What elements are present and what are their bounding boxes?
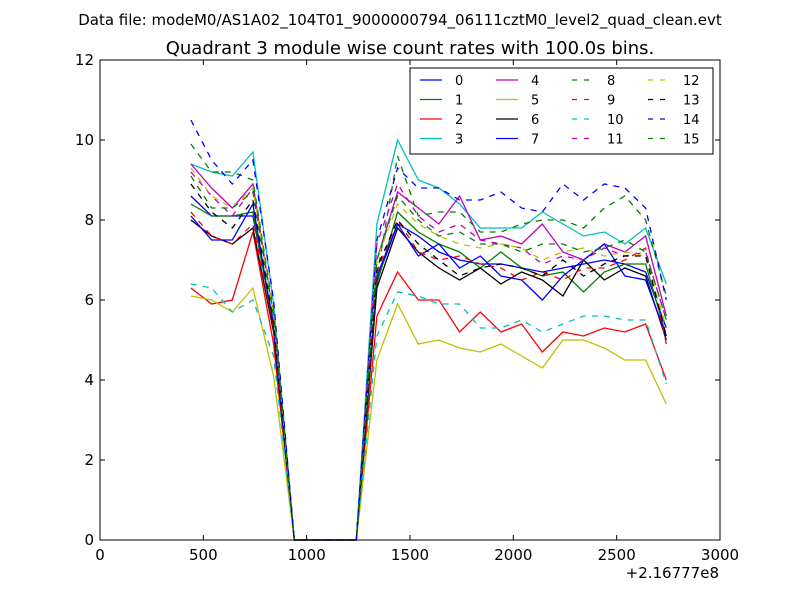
series-line-1 <box>190 203 667 541</box>
x-tick-label: 1500 <box>391 546 429 564</box>
legend-label-13: 13 <box>683 94 700 109</box>
y-tick-label: 8 <box>84 211 94 229</box>
x-tick-label: 2000 <box>494 546 532 564</box>
series-line-8 <box>190 143 667 541</box>
x-tick-label: 2500 <box>598 546 636 564</box>
legend-label-11: 11 <box>607 133 624 148</box>
legend-label-3: 3 <box>455 133 463 148</box>
legend-label-0: 0 <box>455 74 463 89</box>
y-tick-label: 12 <box>75 51 94 69</box>
series-line-7 <box>190 202 667 541</box>
chart-title: Quadrant 3 module wise count rates with … <box>166 38 655 59</box>
y-tick-label: 10 <box>75 131 94 149</box>
x-tick-label: 0 <box>95 546 105 564</box>
legend-label-15: 15 <box>683 133 700 148</box>
legend-label-10: 10 <box>607 113 624 128</box>
y-tick-label: 4 <box>84 371 94 389</box>
legend-label-2: 2 <box>455 113 463 128</box>
x-tick-label: 3000 <box>701 546 739 564</box>
series-line-5 <box>190 286 667 541</box>
series-line-2 <box>190 231 667 541</box>
x-tick-label: 1000 <box>288 546 326 564</box>
legend-label-5: 5 <box>531 94 539 109</box>
legend-label-9: 9 <box>607 94 615 109</box>
y-tick-label: 6 <box>84 291 94 309</box>
x-axis: 0 500 1000 1500 2000 2500 3000 <box>95 60 739 564</box>
legend-label-7: 7 <box>531 133 539 148</box>
series-line-10 <box>190 283 667 541</box>
series-line-9 <box>190 211 667 541</box>
x-axis-offset-label: +2.16777e8 <box>626 564 719 582</box>
y-tick-label: 2 <box>84 451 94 469</box>
series-line-14 <box>190 119 667 541</box>
series-line-3 <box>190 138 667 541</box>
legend-label-14: 14 <box>683 113 700 128</box>
series-line-6 <box>190 219 667 541</box>
x-tick-label: 500 <box>189 546 218 564</box>
legend-label-8: 8 <box>607 74 615 89</box>
legend-label-1: 1 <box>455 94 463 109</box>
legend-box <box>409 67 714 155</box>
figure-suptitle: Data file: modeM0/AS1A02_104T01_90000007… <box>78 11 722 30</box>
series-line-12 <box>190 167 667 541</box>
series-line-15 <box>190 175 667 541</box>
legend-label-4: 4 <box>531 74 539 89</box>
legend-label-12: 12 <box>683 74 700 89</box>
series-layer <box>190 119 667 541</box>
legend-label-6: 6 <box>531 113 539 128</box>
y-tick-label: 0 <box>84 531 94 549</box>
